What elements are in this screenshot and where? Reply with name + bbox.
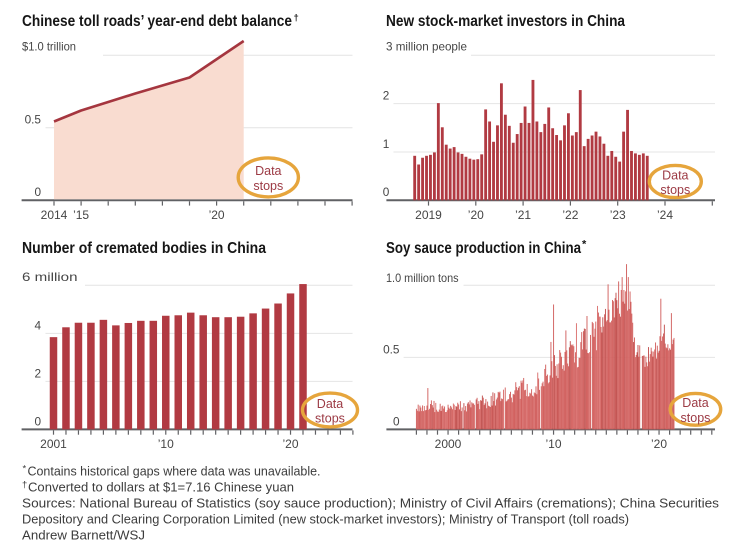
svg-text:’20: ’20 (468, 208, 484, 222)
svg-text:’23: ’23 (610, 208, 626, 222)
svg-text:New stock-market investors in: New stock-market investors in China (386, 13, 625, 30)
svg-text:Number of cremated bodies in C: Number of cremated bodies in China (22, 240, 266, 257)
svg-text:6 million: 6 million (22, 270, 78, 284)
svg-text:Data: Data (682, 396, 708, 410)
svg-text:’15: ’15 (73, 208, 89, 222)
svg-text:Converted to dollars at $1=7.1: Converted to dollars at $1=7.16 Chinese … (28, 480, 294, 495)
svg-text:Chinese toll roads’ year-end d: Chinese toll roads’ year-end debt balanc… (22, 13, 292, 30)
svg-text:’10: ’10 (545, 437, 561, 451)
svg-text:Soy sauce production in China: Soy sauce production in China (386, 240, 581, 257)
svg-text:Data: Data (255, 164, 281, 178)
svg-text:stops: stops (660, 183, 690, 197)
svg-text:2001: 2001 (40, 437, 67, 451)
svg-text:’20: ’20 (283, 437, 299, 451)
svg-text:0: 0 (383, 185, 390, 199)
svg-text:stops: stops (681, 411, 711, 425)
svg-text:Data: Data (317, 397, 343, 411)
svg-text:0.5: 0.5 (25, 113, 42, 127)
svg-text:*: * (582, 239, 587, 251)
svg-text:2019: 2019 (415, 208, 442, 222)
svg-text:2014: 2014 (41, 208, 68, 222)
svg-text:’24: ’24 (657, 208, 673, 222)
svg-text:0: 0 (34, 414, 41, 428)
svg-text:3 million people: 3 million people (386, 40, 467, 54)
svg-text:Data: Data (662, 168, 688, 182)
svg-text:Andrew Barnett/WSJ: Andrew Barnett/WSJ (22, 528, 145, 543)
svg-text:2: 2 (383, 89, 390, 103)
svg-text:†: † (294, 13, 299, 24)
svg-text:Contains historical gaps where: Contains historical gaps where data was … (28, 464, 321, 479)
svg-text:†: † (22, 480, 27, 491)
svg-text:’20: ’20 (651, 437, 667, 451)
svg-text:’20: ’20 (209, 208, 225, 222)
svg-text:2: 2 (34, 366, 41, 380)
svg-text:Sources: National Bureau of St: Sources: National Bureau of Statistics (… (22, 496, 720, 511)
svg-text:stops: stops (315, 412, 345, 426)
svg-text:0: 0 (393, 414, 400, 428)
svg-text:4: 4 (34, 318, 41, 332)
svg-text:stops: stops (253, 179, 283, 193)
svg-text:’21: ’21 (515, 208, 531, 222)
svg-text:*: * (23, 464, 27, 475)
svg-text:$1.0 trillion: $1.0 trillion (22, 40, 76, 54)
svg-text:1.0 million tons: 1.0 million tons (386, 271, 459, 285)
svg-text:2000: 2000 (435, 437, 462, 451)
svg-text:0.5: 0.5 (383, 343, 400, 357)
svg-text:’22: ’22 (562, 208, 578, 222)
svg-text:1: 1 (383, 137, 390, 151)
svg-text:Depository and Clearing Corpor: Depository and Clearing Corporation Limi… (22, 512, 629, 527)
svg-text:0: 0 (34, 185, 41, 199)
svg-text:’10: ’10 (158, 437, 174, 451)
